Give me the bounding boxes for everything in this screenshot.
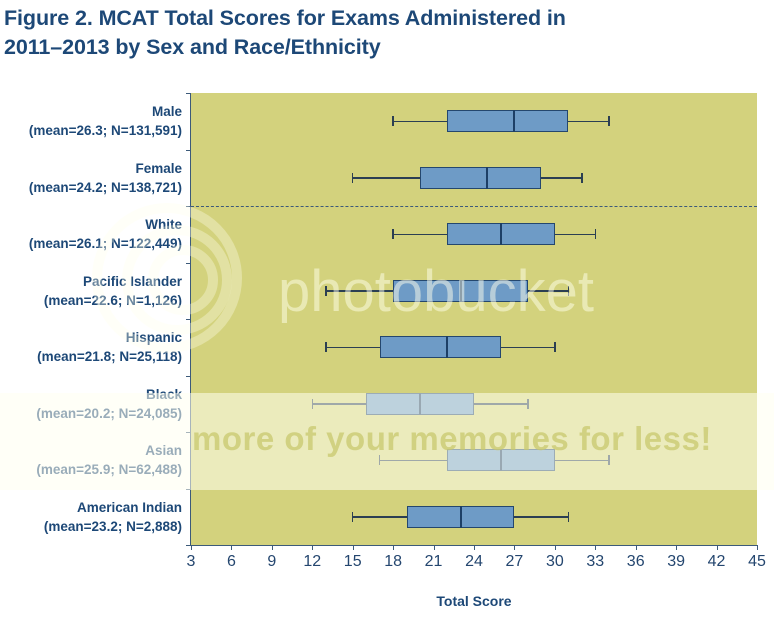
x-tick-label: 21 bbox=[424, 553, 443, 570]
whisker-high bbox=[500, 346, 555, 348]
whisker-cap-low bbox=[325, 285, 327, 296]
whisker-low bbox=[325, 346, 380, 348]
watermark-logo-icon bbox=[92, 203, 242, 353]
x-tick bbox=[191, 545, 192, 550]
x-tick-label: 45 bbox=[748, 553, 766, 570]
whisker-cap-low bbox=[392, 116, 394, 127]
whisker-cap-low bbox=[351, 172, 354, 183]
y-tick bbox=[186, 93, 191, 94]
whisker-cap-high bbox=[554, 342, 556, 353]
x-tick-label: 30 bbox=[545, 553, 564, 570]
watermark-logo-ring-inner-icon bbox=[148, 245, 218, 315]
x-tick bbox=[676, 545, 678, 550]
whisker-high bbox=[554, 233, 596, 235]
whisker-cap-high bbox=[594, 229, 597, 240]
x-tick-label: 33 bbox=[586, 553, 605, 570]
x-tick-label: 39 bbox=[667, 553, 686, 570]
x-tick bbox=[757, 545, 758, 550]
x-tick bbox=[352, 545, 354, 550]
x-tick-label: 36 bbox=[626, 553, 645, 570]
x-tick-label: 9 bbox=[267, 553, 277, 570]
x-tick-label: 24 bbox=[465, 553, 483, 570]
row-label-stats: (mean=24.2; N=138,721) bbox=[28, 179, 182, 195]
whisker-low bbox=[393, 233, 448, 235]
sex-race-divider bbox=[191, 206, 757, 207]
whisker-cap-low bbox=[325, 342, 327, 353]
whisker-low bbox=[325, 290, 394, 292]
row-label-name: Female bbox=[135, 160, 182, 176]
row-label-stats: (mean=26.3; N=131,591) bbox=[28, 123, 182, 139]
whisker-cap-high bbox=[567, 285, 570, 296]
row-label: Male (mean=26.3; N=131,591) bbox=[29, 102, 182, 140]
x-tick bbox=[271, 545, 273, 550]
whisker-high bbox=[514, 516, 569, 518]
x-tick bbox=[474, 545, 475, 550]
median-line bbox=[513, 110, 516, 133]
x-tick-label: 18 bbox=[384, 553, 403, 570]
median-line bbox=[499, 223, 502, 246]
watermark-tagline: more of your memories for less! bbox=[192, 420, 712, 457]
median-line bbox=[446, 336, 449, 359]
chart-title-line-2: 2011–2013 by Sex and Race/Ethnicity bbox=[4, 35, 381, 59]
whisker-cap-high bbox=[581, 172, 583, 183]
watermark-brand: photobucket bbox=[278, 259, 595, 324]
y-tick bbox=[186, 545, 191, 546]
median-line bbox=[486, 166, 489, 189]
iqr-box bbox=[447, 110, 569, 133]
x-tick-label: 27 bbox=[505, 553, 524, 570]
x-tick-label: 42 bbox=[707, 553, 726, 570]
x-tick bbox=[393, 545, 395, 550]
x-tick-label: 3 bbox=[186, 553, 196, 570]
x-tick bbox=[635, 545, 637, 550]
x-tick-label: 15 bbox=[343, 553, 362, 570]
median-line bbox=[459, 505, 462, 528]
x-tick bbox=[554, 545, 556, 550]
x-tick bbox=[433, 545, 435, 550]
whisker-cap-high bbox=[608, 116, 610, 127]
median-line bbox=[459, 279, 462, 302]
whisker-low bbox=[352, 177, 421, 179]
whisker-high bbox=[568, 120, 609, 122]
row-label-stats: (mean=21.8; N=25,118) bbox=[37, 349, 182, 365]
row-label: Female (mean=24.2; N=138,721) bbox=[29, 159, 182, 197]
row-label-name: Male bbox=[151, 104, 182, 120]
row-label: American Indian (mean=23.2; N=2,888) bbox=[44, 498, 182, 536]
whisker-cap-high bbox=[567, 511, 570, 522]
x-axis-title: Total Score bbox=[436, 593, 512, 609]
x-tick-label: 6 bbox=[226, 553, 236, 570]
x-tick bbox=[514, 545, 516, 550]
whisker-cap-low bbox=[392, 229, 394, 240]
row-label-stats: (mean=23.2; N=2,888) bbox=[43, 518, 182, 534]
iqr-box bbox=[420, 166, 542, 189]
whisker-high bbox=[541, 177, 582, 179]
x-tick bbox=[312, 545, 314, 550]
chart-title-line-1: Figure 2. MCAT Total Scores for Exams Ad… bbox=[4, 6, 566, 30]
watermark-band bbox=[0, 393, 774, 490]
x-tick-label: 12 bbox=[303, 553, 322, 570]
x-tick bbox=[231, 545, 233, 550]
y-tick bbox=[186, 149, 191, 151]
iqr-box bbox=[379, 336, 501, 359]
x-tick bbox=[716, 545, 718, 550]
y-tick bbox=[186, 375, 191, 377]
row-label-name: American Indian bbox=[76, 499, 182, 515]
watermark-logo-ring-icon bbox=[122, 225, 232, 335]
x-tick bbox=[595, 545, 597, 550]
whisker-low bbox=[393, 120, 448, 122]
whisker-low bbox=[352, 516, 407, 518]
whisker-high bbox=[527, 290, 569, 292]
whisker-cap-low bbox=[351, 511, 354, 522]
chart-title: Figure 2. MCAT Total Scores for Exams Ad… bbox=[4, 4, 566, 62]
